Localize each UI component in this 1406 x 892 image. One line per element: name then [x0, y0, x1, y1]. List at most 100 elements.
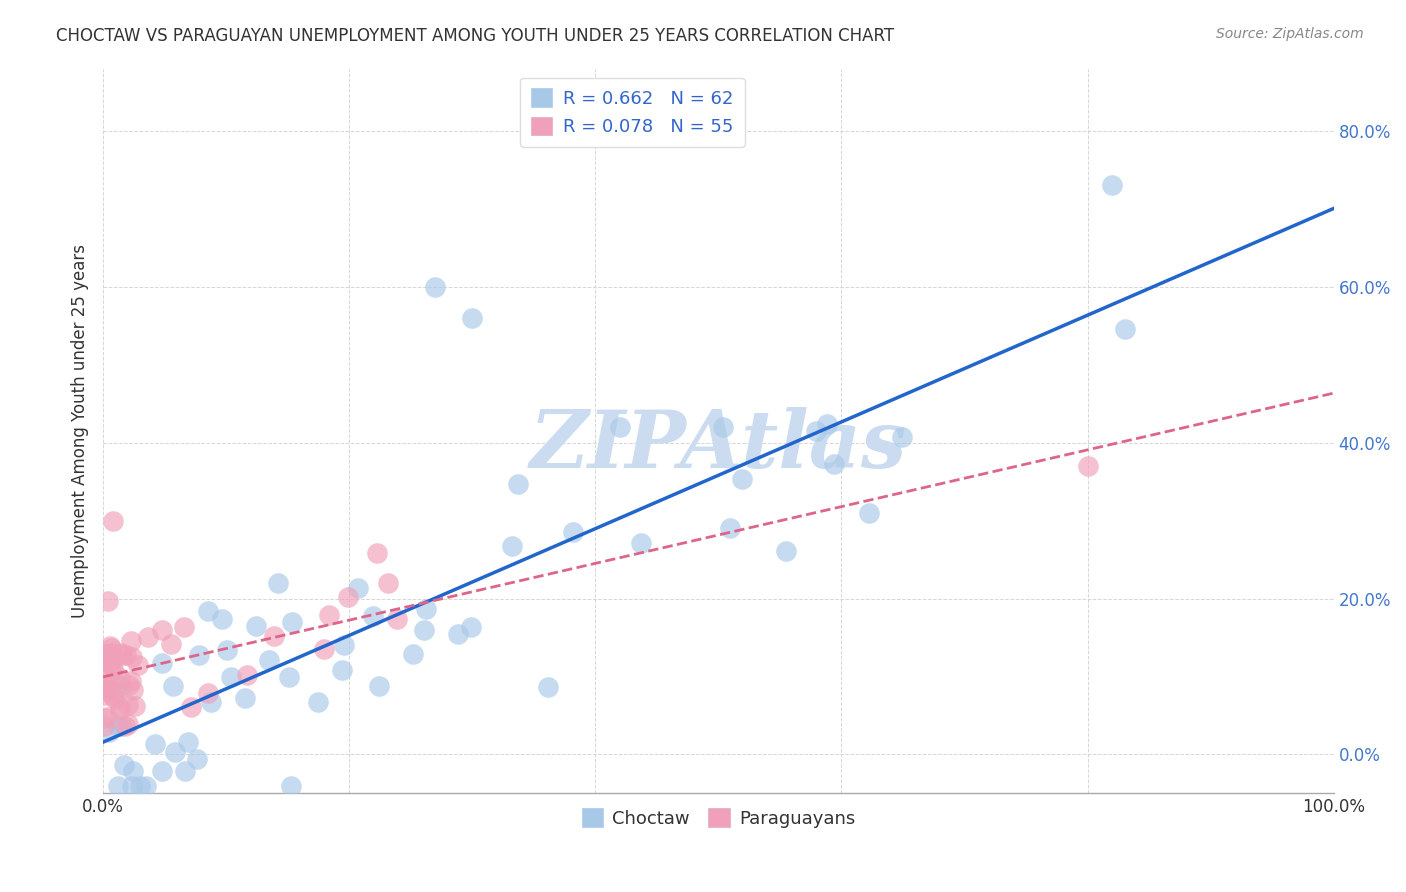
Paraguayans — [98, 678, 121, 692]
Choctaw — [506, 476, 529, 491]
Choctaw — [1101, 178, 1123, 193]
Choctaw — [461, 310, 484, 325]
Choctaw — [823, 457, 845, 471]
Choctaw — [233, 690, 256, 705]
Paraguayans — [1076, 458, 1098, 473]
Choctaw — [174, 764, 197, 779]
Paraguayans — [101, 659, 124, 673]
Paraguayans — [136, 631, 159, 645]
Paraguayans — [180, 700, 202, 714]
Choctaw — [162, 679, 184, 693]
Choctaw — [1114, 322, 1136, 336]
Paraguayans — [120, 674, 142, 689]
Paraguayans — [103, 673, 125, 688]
Choctaw — [460, 620, 482, 634]
Paraguayans — [98, 649, 121, 664]
Choctaw — [711, 420, 734, 434]
Choctaw — [425, 279, 447, 293]
Paraguayans — [197, 686, 219, 700]
Paraguayans — [337, 590, 360, 604]
Choctaw — [281, 615, 304, 630]
Choctaw — [330, 663, 353, 677]
Paraguayans — [110, 671, 132, 685]
Choctaw — [890, 430, 912, 444]
Paraguayans — [110, 646, 132, 660]
Choctaw — [361, 608, 384, 623]
Paraguayans — [117, 678, 139, 692]
Paraguayans — [98, 639, 121, 653]
Choctaw — [177, 734, 200, 748]
Choctaw — [501, 539, 523, 553]
Choctaw — [630, 536, 652, 550]
Paraguayans — [385, 611, 408, 625]
Paraguayans — [312, 642, 335, 657]
Choctaw — [197, 605, 219, 619]
Text: ZIPAtlas: ZIPAtlas — [530, 407, 907, 484]
Choctaw — [97, 724, 120, 739]
Choctaw — [718, 521, 741, 535]
Choctaw — [731, 472, 754, 486]
Choctaw — [121, 779, 143, 793]
Paraguayans — [103, 684, 125, 698]
Paraguayans — [114, 718, 136, 732]
Choctaw — [150, 764, 173, 778]
Choctaw — [278, 669, 301, 683]
Text: Source: ZipAtlas.com: Source: ZipAtlas.com — [1216, 27, 1364, 41]
Choctaw — [266, 576, 288, 591]
Choctaw — [219, 670, 242, 684]
Choctaw — [143, 737, 166, 751]
Choctaw — [107, 719, 129, 733]
Choctaw — [775, 544, 797, 558]
Choctaw — [107, 779, 129, 793]
Choctaw — [609, 420, 631, 434]
Choctaw — [129, 779, 152, 793]
Choctaw — [150, 656, 173, 670]
Paraguayans — [111, 648, 134, 663]
Paraguayans — [100, 646, 122, 660]
Y-axis label: Unemployment Among Youth under 25 years: Unemployment Among Youth under 25 years — [72, 244, 89, 618]
Legend: Choctaw, Paraguayans: Choctaw, Paraguayans — [575, 801, 862, 835]
Choctaw — [402, 647, 425, 661]
Choctaw — [200, 695, 222, 709]
Paraguayans — [97, 683, 120, 698]
Paraguayans — [173, 620, 195, 634]
Paraguayans — [120, 633, 142, 648]
Choctaw — [110, 679, 132, 693]
Paraguayans — [160, 637, 183, 651]
Paraguayans — [318, 608, 340, 623]
Choctaw — [245, 619, 267, 633]
Choctaw — [112, 757, 135, 772]
Choctaw — [815, 417, 838, 432]
Paraguayans — [94, 688, 117, 702]
Paraguayans — [115, 648, 138, 662]
Paraguayans — [236, 668, 259, 682]
Choctaw — [187, 648, 209, 663]
Choctaw — [333, 638, 356, 652]
Paraguayans — [98, 657, 121, 671]
Paraguayans — [93, 678, 115, 692]
Paraguayans — [98, 655, 121, 669]
Choctaw — [562, 524, 585, 539]
Choctaw — [215, 643, 238, 657]
Choctaw — [446, 627, 468, 641]
Choctaw — [346, 581, 368, 595]
Paraguayans — [377, 576, 399, 591]
Paraguayans — [108, 703, 131, 717]
Choctaw — [211, 611, 233, 625]
Choctaw — [280, 779, 302, 793]
Choctaw — [804, 424, 827, 438]
Paraguayans — [263, 628, 285, 642]
Paraguayans — [366, 546, 388, 560]
Paraguayans — [93, 673, 115, 688]
Choctaw — [415, 602, 437, 616]
Choctaw — [122, 764, 145, 779]
Paraguayans — [96, 648, 118, 662]
Choctaw — [537, 680, 560, 694]
Text: CHOCTAW VS PARAGUAYAN UNEMPLOYMENT AMONG YOUTH UNDER 25 YEARS CORRELATION CHART: CHOCTAW VS PARAGUAYAN UNEMPLOYMENT AMONG… — [56, 27, 894, 45]
Paraguayans — [93, 711, 115, 725]
Choctaw — [135, 779, 157, 793]
Paraguayans — [122, 682, 145, 697]
Choctaw — [94, 682, 117, 697]
Paraguayans — [103, 689, 125, 703]
Choctaw — [165, 745, 187, 759]
